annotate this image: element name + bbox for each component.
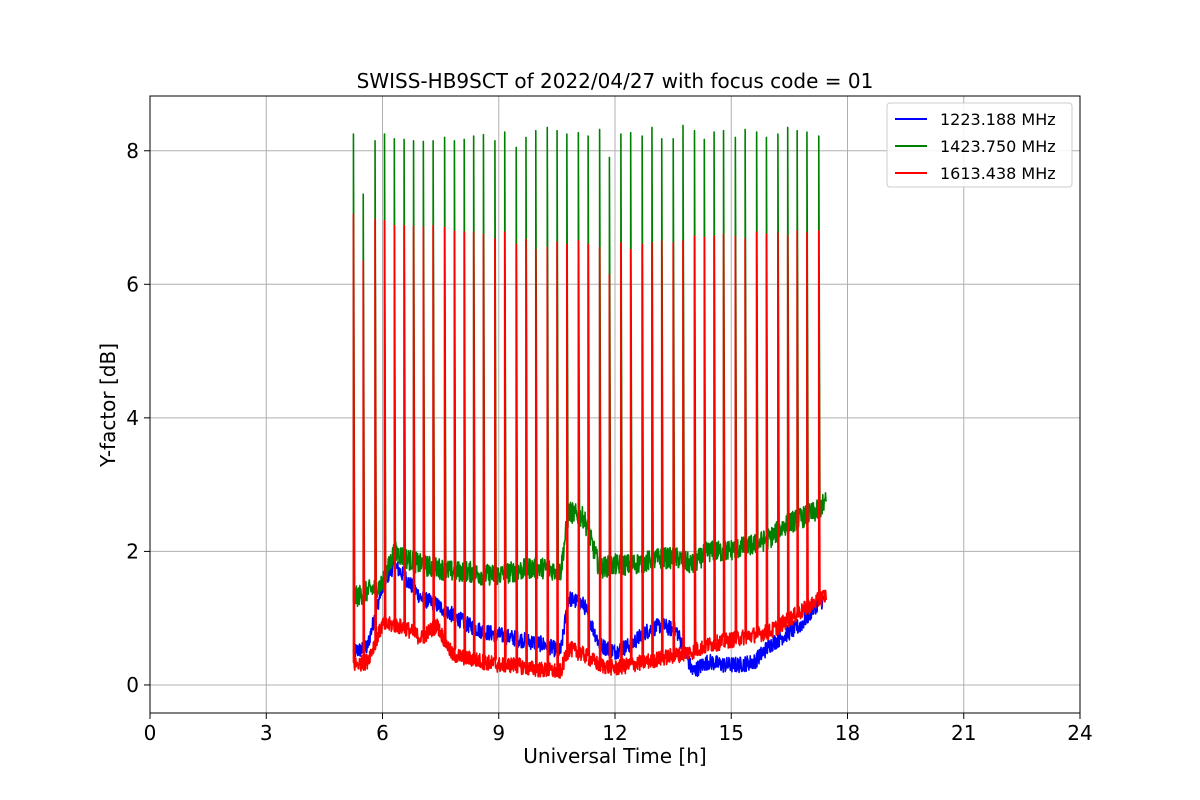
x-tick-label: 12 [602, 721, 627, 745]
x-axis: 0 3 6 9 12 15 18 21 24 [144, 713, 1093, 745]
legend: 1223.188 MHz 1423.750 MHz 1613.438 MHz [886, 102, 1073, 188]
legend-label: 1613.438 MHz [940, 164, 1056, 183]
legend-label: 1223.188 MHz [940, 110, 1056, 129]
y-tick-label: 8 [126, 139, 139, 163]
x-tick-label: 21 [951, 721, 976, 745]
y-axis-label: Y-factor [dB] [96, 343, 120, 468]
y-tick-label: 4 [126, 406, 139, 430]
y-tick-label: 6 [126, 272, 139, 296]
y-tick-label: 2 [126, 539, 139, 563]
x-tick-label: 15 [719, 721, 744, 745]
x-tick-label: 6 [376, 721, 389, 745]
x-tick-label: 3 [260, 721, 273, 745]
y-tick-label: 0 [126, 673, 139, 697]
chart-title: SWISS-HB9SCT of 2022/04/27 with focus co… [357, 69, 874, 93]
x-tick-label: 9 [492, 721, 505, 745]
grid [149, 96, 1081, 713]
legend-label: 1423.750 MHz [940, 137, 1056, 156]
series-layer [352, 124, 827, 679]
x-tick-label: 0 [144, 721, 157, 745]
x-tick-label: 24 [1067, 721, 1092, 745]
y-axis: 0 2 4 6 8 [126, 139, 150, 697]
x-tick-label: 18 [835, 721, 860, 745]
legend-box [886, 102, 1073, 188]
x-axis-label: Universal Time [h] [523, 744, 706, 768]
series-line [352, 213, 827, 679]
